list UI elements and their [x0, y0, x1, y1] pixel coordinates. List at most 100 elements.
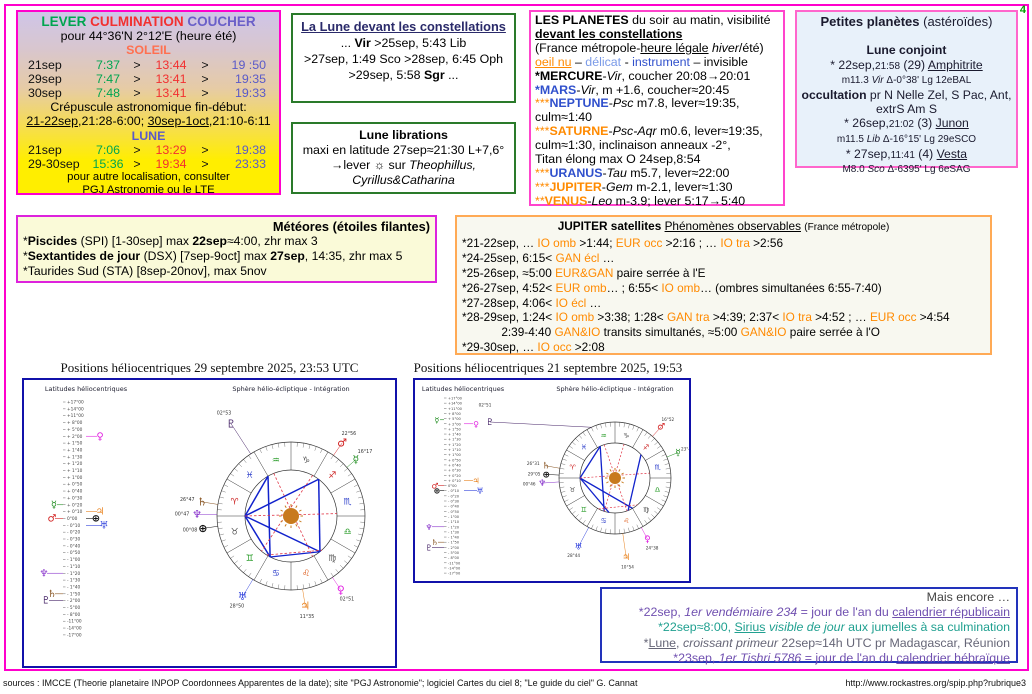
text-segment: paire serrée à l'E [613, 265, 706, 280]
text-segment: – [571, 54, 586, 69]
svg-text:+ 1°40: + 1°40 [67, 447, 83, 453]
svg-text:- 0°50: - 0°50 [448, 510, 460, 514]
svg-text:- 1°10: - 1°10 [67, 564, 81, 570]
inline-link[interactable]: Phénomènes observables [664, 219, 801, 233]
text-segment: , 14:35, zhr max 5 [304, 249, 403, 263]
svg-text:00°46: 00°46 [523, 481, 536, 486]
text-segment: *MERCURE [535, 68, 603, 83]
svg-text:+ 0°10: + 0°10 [448, 479, 462, 483]
text-segment: Sco [867, 164, 885, 176]
text-segment: Titan élong max O 24sep,8:54 [535, 152, 701, 167]
svg-text:♎: ♎ [343, 528, 351, 538]
svg-text:- 0°20: - 0°20 [448, 494, 460, 498]
text-segment: - [576, 82, 581, 97]
text-line: ***JUPITER-Gem m-2.1, lever≈1:30 [535, 179, 779, 195]
svg-text:♅: ♅ [476, 487, 483, 496]
svg-text:+ 0°40: + 0°40 [448, 463, 462, 467]
ephemeris-footnote-1: pour autre localisation, consulter [67, 171, 230, 184]
text-segment: Δ-16°15' Lg 29eSCO [880, 133, 977, 145]
svg-text:+ 1°50: + 1°50 [448, 427, 462, 431]
text-segment: = jour de l'an du [801, 650, 897, 665]
text-segment: - [601, 179, 606, 194]
text-segment: Vir [354, 36, 371, 50]
text-segment: URANUS [549, 165, 603, 180]
text-segment: 22sep [192, 234, 227, 248]
text-segment: *** [535, 124, 550, 139]
svg-text:26°47: 26°47 [180, 497, 195, 503]
text-line: m11.3 Vir Δ-0°38' Lg 12eBAL [799, 74, 1014, 88]
svg-text:-11°00: -11°00 [67, 619, 82, 625]
text-segment: ** [535, 193, 545, 208]
svg-text:+ 1°40: + 1°40 [448, 433, 462, 437]
text-line: *MERCURE-Vir, coucher 20:08→20:01 [535, 68, 779, 84]
svg-text:♌: ♌ [302, 569, 310, 579]
inline-link[interactable]: Junon [935, 116, 969, 131]
inline-link[interactable]: calendrier républicain [892, 605, 1010, 620]
time-cell: 21sep [28, 57, 62, 72]
inline-link[interactable]: 21-22sep [26, 114, 78, 129]
svg-text:+ 0°30: + 0°30 [67, 495, 83, 501]
text-segment: GAN&IO [740, 325, 787, 340]
text-segment: … (ombres simultanées 6:55-7:40) [700, 280, 882, 295]
inline-link[interactable]: 30sep-1oct [147, 114, 209, 129]
sun-section-label: SOLEIL [22, 43, 275, 57]
svg-text:+ 5°00: + 5°00 [67, 427, 83, 433]
site-url[interactable]: http://www.rockastres.org/spip.php?rubri… [845, 678, 1026, 688]
text-segment: EUR&GAN [555, 265, 614, 280]
svg-text:☿: ☿ [51, 500, 57, 511]
svg-text:♇: ♇ [425, 543, 432, 552]
svg-text:♃: ♃ [622, 553, 630, 563]
ephemeris-title: LEVER CULMINATION COUCHER [22, 14, 275, 29]
text-segment: *28-29sep, 1:24< [462, 310, 556, 325]
inline-link[interactable]: Lune [648, 635, 677, 650]
text-segment: >4:52 ; … [811, 310, 870, 325]
text-line: *23sep, 1er Tishri 5786 = jour de l'an d… [608, 651, 1010, 666]
text-segment: – invisible [690, 54, 748, 69]
text-segment: >2:56 [749, 235, 784, 250]
text-segment: = jour de l'an du [797, 605, 893, 620]
text-segment: >27sep, 1:49 Sco >28sep, 6:45 Oph [303, 52, 504, 66]
sources-text: sources : IMCCE (Theorie planetaire INPO… [3, 678, 638, 688]
text-segment: Gem [605, 179, 633, 194]
inline-link[interactable]: Amphitrite [927, 57, 983, 72]
inline-link[interactable]: Vesta [936, 146, 968, 161]
text-line: *26-27sep, 4:52< EUR omb… ; 6:55< IO omb… [462, 281, 985, 296]
asteroids-panel: Petites planètes (astéroïdes) Lune conjo… [795, 10, 1018, 175]
svg-text:♀: ♀ [644, 535, 651, 545]
text-line: Cyrillus&Catharina [295, 173, 512, 188]
inline-link[interactable]: devant les constellations [535, 26, 683, 41]
text-segment: 22sep≈14h UTC pr Madagascar, Réunion [777, 635, 1010, 650]
svg-text:- 1°10: - 1°10 [448, 520, 460, 524]
svg-text:+ 2°00: + 2°00 [67, 434, 83, 440]
svg-text:♂: ♂ [337, 437, 347, 450]
librations-lines: maxi en latitude 27sep≈21:30 L+7,6° →leve… [295, 143, 512, 188]
text-segment: (DSX) [7sep-9oct] max [140, 249, 271, 263]
svg-text:-17°00: -17°00 [448, 572, 461, 576]
inline-link[interactable]: calendrier hébraïque [896, 650, 1010, 665]
text-segment: *25-26sep, ≈5:00 [462, 265, 556, 280]
time-cell: 19 :50 [231, 57, 266, 72]
text-segment: *22sep, [638, 605, 685, 620]
moon-constellations-title: La Lune devant les constellations [301, 19, 506, 34]
time-cell: 29sep [28, 71, 62, 86]
svg-text:+ 0°20: + 0°20 [448, 474, 462, 478]
text-line: (France métropole-heure légale hiver/été… [535, 40, 779, 56]
time-cell: 29-30sep [28, 157, 80, 172]
text-segment: m-3.9; lever 5:17→5:40 [612, 193, 746, 208]
text-segment: Cyrillus&Catharina [352, 173, 455, 187]
text-line: ***SATURNE-Psc-Aqr m0.6, lever≈19:35, [535, 124, 779, 139]
svg-text:♋: ♋ [272, 569, 280, 579]
svg-text:+14°00: +14°00 [67, 406, 84, 412]
text-line: →lever ☼ sur Theophillus, [295, 158, 512, 173]
inline-link[interactable]: Sirius [734, 620, 766, 635]
svg-text:♀: ♀ [337, 583, 345, 596]
svg-text:+11°00: +11°00 [448, 407, 463, 411]
text-segment: , coucher 20:08→20:01 [621, 68, 751, 83]
text-segment: →lever ☼ sur [331, 158, 410, 172]
text-segment: (SPI) [1-30sep] max [77, 234, 193, 248]
time-row: 29sep 7:47 >13:41 >19:35 [22, 72, 275, 86]
svg-text:- 1°20: - 1°20 [448, 525, 460, 529]
text-segment: , m +1.6, coucher≈20:45 [595, 82, 730, 97]
inline-link[interactable]: oeil nu [535, 54, 572, 69]
inline-link[interactable]: heure légale [640, 40, 709, 55]
